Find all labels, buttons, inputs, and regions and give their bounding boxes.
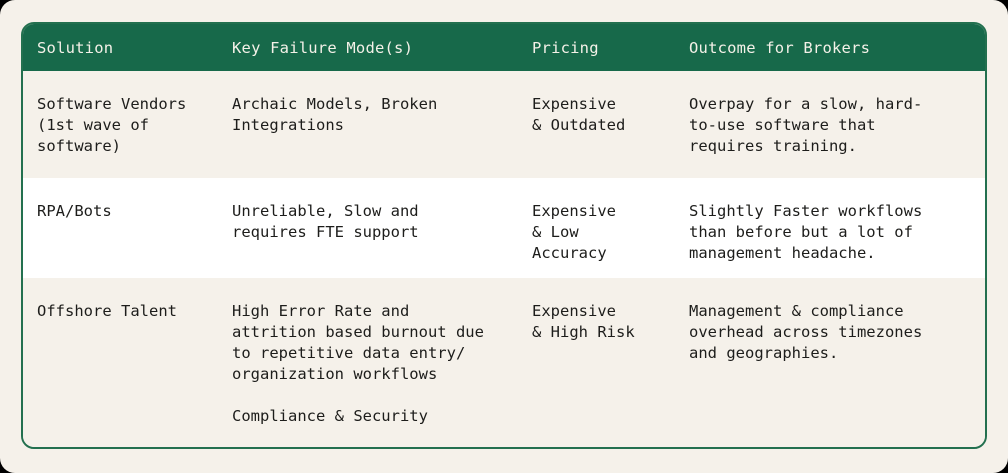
- column-header-solution: Solution: [37, 38, 114, 57]
- cell-outcome: Management & compliance overhead across …: [689, 302, 923, 362]
- cell-pricing: Expensive & High Risk: [532, 302, 635, 341]
- cell-outcome: Slightly Faster workflows than before bu…: [689, 202, 923, 262]
- column-header-failure-modes: Key Failure Mode(s): [232, 38, 414, 57]
- cell-solution: Offshore Talent: [37, 302, 177, 320]
- table-header-row: Solution Key Failure Mode(s) Pricing Out…: [23, 24, 985, 72]
- cell-pricing: Expensive & Outdated: [532, 95, 626, 134]
- cell-failure-modes: High Error Rate and attrition based burn…: [232, 302, 484, 425]
- table-row-software-vendors: Software Vendors (1st wave of software) …: [23, 71, 985, 178]
- comparison-table: Solution Key Failure Mode(s) Pricing Out…: [21, 22, 987, 449]
- cell-outcome: Overpay for a slow, hard- to-use softwar…: [689, 95, 923, 155]
- column-header-pricing: Pricing: [532, 38, 599, 57]
- table-row-offshore-talent: Offshore Talent High Error Rate and attr…: [23, 278, 985, 447]
- cell-failure-modes: Unreliable, Slow and requires FTE suppor…: [232, 202, 419, 241]
- cell-solution: RPA/Bots: [37, 202, 112, 220]
- column-header-outcome: Outcome for Brokers: [689, 38, 871, 57]
- table-row-rpa-bots: RPA/Bots Unreliable, Slow and requires F…: [23, 178, 985, 278]
- cell-pricing: Expensive & Low Accuracy: [532, 202, 616, 262]
- cell-solution: Software Vendors (1st wave of software): [37, 95, 187, 155]
- cell-failure-modes: Archaic Models, Broken Integrations: [232, 95, 438, 134]
